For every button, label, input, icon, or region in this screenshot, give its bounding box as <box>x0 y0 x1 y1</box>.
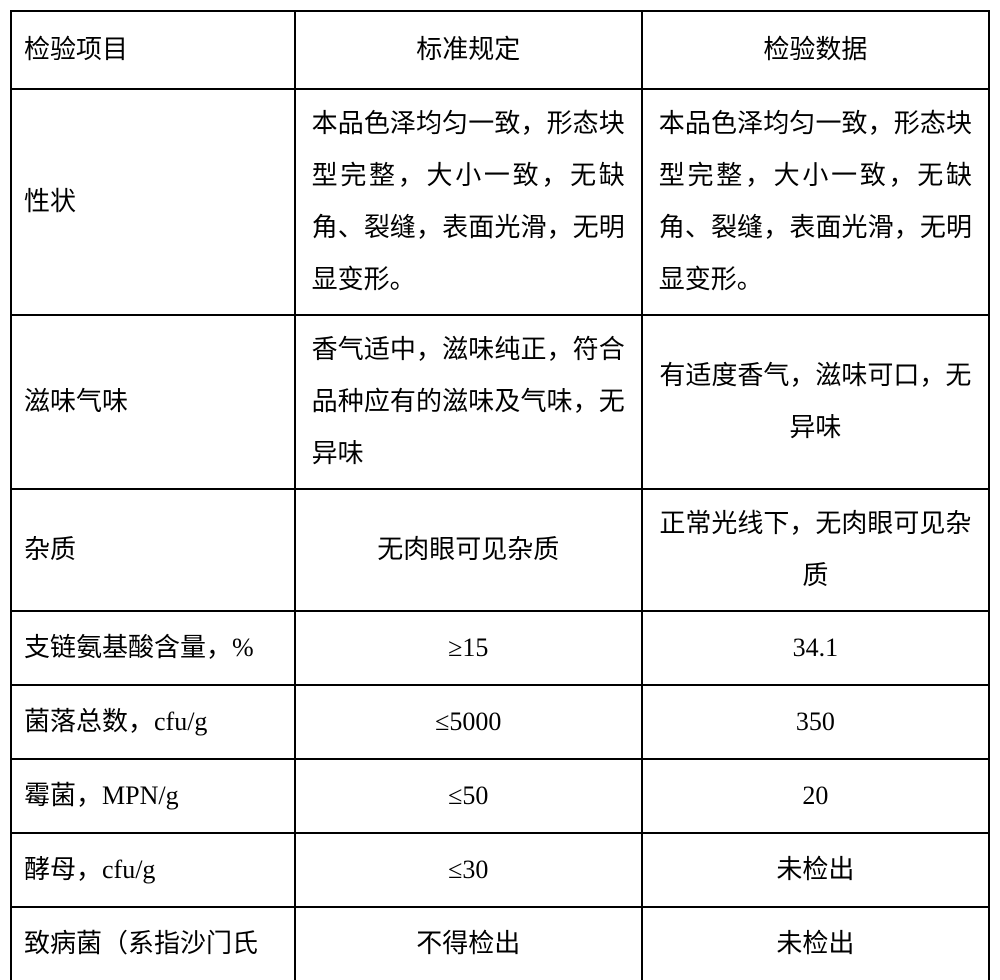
row-standard: 香气适中，滋味纯正，符合品种应有的滋味及气味，无异味 <box>295 315 642 489</box>
table-row: 性状 本品色泽均匀一致，形态块型完整，大小一致，无缺角、裂缝，表面光滑，无明显变… <box>11 89 989 315</box>
row-item: 杂质 <box>11 489 295 611</box>
row-item: 致病菌（系指沙门氏 <box>11 907 295 980</box>
row-inspection: 未检出 <box>642 907 989 980</box>
row-standard: 无肉眼可见杂质 <box>295 489 642 611</box>
inspection-table: 检验项目 标准规定 检验数据 性状 本品色泽均匀一致，形态块型完整，大小一致，无… <box>10 10 990 980</box>
row-item: 酵母，cfu/g <box>11 833 295 907</box>
row-item: 霉菌，MPN/g <box>11 759 295 833</box>
header-standard: 标准规定 <box>295 11 642 89</box>
row-inspection: 正常光线下，无肉眼可见杂质 <box>642 489 989 611</box>
row-item: 菌落总数，cfu/g <box>11 685 295 759</box>
row-standard: ≤30 <box>295 833 642 907</box>
header-inspection-item: 检验项目 <box>11 11 295 89</box>
header-inspection-data: 检验数据 <box>642 11 989 89</box>
row-standard: ≤50 <box>295 759 642 833</box>
table-row: 支链氨基酸含量，% ≥15 34.1 <box>11 611 989 685</box>
table-row: 杂质 无肉眼可见杂质 正常光线下，无肉眼可见杂质 <box>11 489 989 611</box>
row-inspection: 34.1 <box>642 611 989 685</box>
row-item: 性状 <box>11 89 295 315</box>
row-item: 滋味气味 <box>11 315 295 489</box>
row-inspection: 本品色泽均匀一致，形态块型完整，大小一致，无缺角、裂缝，表面光滑，无明显变形。 <box>642 89 989 315</box>
row-inspection: 未检出 <box>642 833 989 907</box>
row-standard: ≥15 <box>295 611 642 685</box>
row-standard: ≤5000 <box>295 685 642 759</box>
row-standard: 不得检出 <box>295 907 642 980</box>
row-item: 支链氨基酸含量，% <box>11 611 295 685</box>
table-row: 滋味气味 香气适中，滋味纯正，符合品种应有的滋味及气味，无异味 有适度香气，滋味… <box>11 315 989 489</box>
row-inspection: 有适度香气，滋味可口，无异味 <box>642 315 989 489</box>
row-inspection: 350 <box>642 685 989 759</box>
table-row: 霉菌，MPN/g ≤50 20 <box>11 759 989 833</box>
table-row: 致病菌（系指沙门氏 不得检出 未检出 <box>11 907 989 980</box>
table-row: 菌落总数，cfu/g ≤5000 350 <box>11 685 989 759</box>
row-standard: 本品色泽均匀一致，形态块型完整，大小一致，无缺角、裂缝，表面光滑，无明显变形。 <box>295 89 642 315</box>
row-inspection: 20 <box>642 759 989 833</box>
table-row: 酵母，cfu/g ≤30 未检出 <box>11 833 989 907</box>
table-header-row: 检验项目 标准规定 检验数据 <box>11 11 989 89</box>
